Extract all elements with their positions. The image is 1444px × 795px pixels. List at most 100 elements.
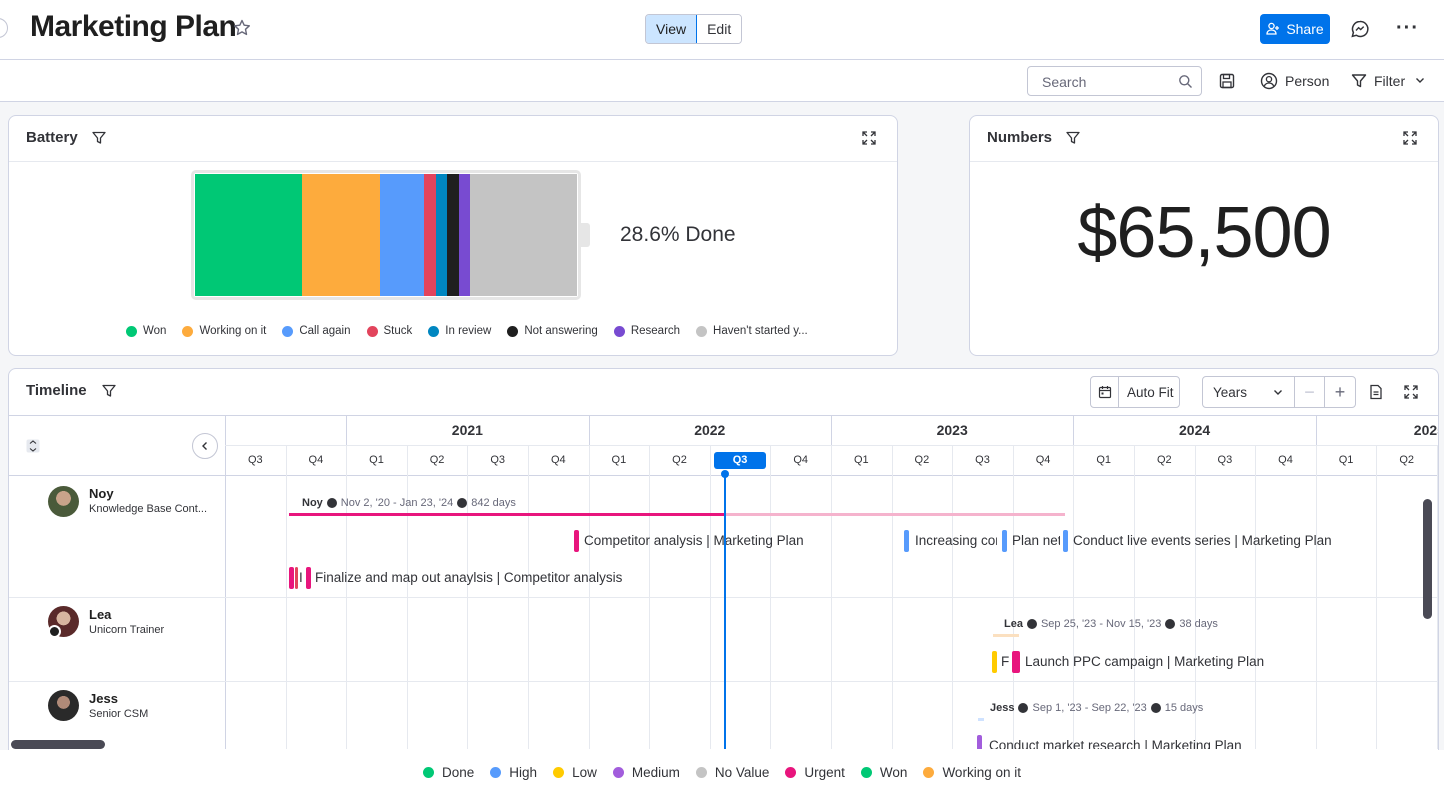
filter-icon[interactable] — [101, 383, 117, 399]
zoom-in-button[interactable]: + — [1334, 382, 1346, 402]
grid-border — [225, 415, 226, 749]
timeline-item[interactable]: Conduct live events series | Marketing P… — [1073, 533, 1332, 548]
legend-label: In review — [445, 325, 492, 337]
timeline-item-marker[interactable] — [306, 567, 311, 589]
quarter-cell: Q1 — [1096, 454, 1112, 466]
timeline-item-marker[interactable] — [977, 735, 982, 749]
quarter-cell: Q4 — [793, 454, 809, 466]
group-summary: Noy Nov 2, '20 - Jan 23, '24 842 days — [302, 497, 516, 509]
legend-label: Call again — [299, 325, 351, 337]
year-cell: 2025 — [1413, 422, 1438, 438]
legend-item: In review — [428, 325, 491, 337]
export-icon[interactable] — [1368, 384, 1384, 400]
filter-icon[interactable] — [91, 130, 107, 146]
today-marker — [721, 470, 729, 478]
current-quarter-badge: Q3 — [714, 452, 767, 469]
person-icon[interactable] — [1260, 72, 1278, 90]
legend-item: Working on it — [923, 765, 1021, 780]
year-cell: 2024 — [1179, 422, 1211, 438]
collapse-all-icon[interactable] — [26, 439, 40, 453]
search-input[interactable]: Search — [1027, 66, 1202, 96]
auto-fit-button[interactable]: Auto Fit — [1090, 376, 1180, 408]
legend-item: Working on it — [182, 325, 266, 337]
filter-icon[interactable] — [1350, 72, 1368, 90]
view-button[interactable]: View — [646, 15, 698, 43]
chevron-left-icon — [202, 442, 207, 450]
summary-days: 15 days — [1164, 702, 1204, 714]
filter-icon[interactable] — [1065, 130, 1081, 146]
legend-dot — [366, 325, 378, 337]
legend-item: High — [490, 765, 537, 780]
avatar[interactable] — [48, 486, 79, 517]
group-progress-bar — [993, 634, 1019, 637]
expand-icon[interactable] — [861, 130, 877, 146]
star-icon[interactable] — [232, 18, 252, 38]
timeline-item[interactable]: Increasing cor — [915, 533, 997, 548]
timeline-item-marker[interactable] — [295, 567, 298, 589]
quarter-cell: Q2 — [429, 454, 445, 466]
legend-label: Working on it — [942, 765, 1021, 780]
save-icon[interactable] — [1218, 72, 1236, 90]
person-role: Knowledge Base Cont... — [89, 503, 208, 515]
quarter-cell: Q1 — [611, 454, 627, 466]
timeline-item-marker[interactable] — [992, 651, 997, 673]
legend-dot — [490, 767, 502, 778]
group-summary: Lea Sep 25, '23 - Nov 15, '23 38 days — [1004, 618, 1218, 630]
row-divider — [9, 681, 1438, 682]
timeline-item-marker[interactable] — [904, 530, 909, 552]
dot-icon — [1165, 619, 1176, 629]
person-role: Senior CSM — [89, 708, 149, 720]
scale-select[interactable]: Years — [1203, 377, 1295, 407]
chevron-down-icon[interactable] — [1414, 74, 1426, 86]
share-button[interactable]: Share — [1260, 14, 1330, 44]
timeline-item-marker[interactable] — [289, 567, 294, 589]
timeline-item[interactable]: I — [299, 570, 303, 585]
quarter-cell: Q2 — [1399, 454, 1415, 466]
timeline-item-marker[interactable] — [1012, 651, 1020, 673]
view-edit-toggle: View Edit — [645, 14, 743, 44]
timeline-item[interactable]: F — [1001, 654, 1009, 669]
legend-dot — [860, 767, 872, 778]
timeline-widget: Timeline Auto Fit Years − + 2021 2022 2023… — [8, 368, 1439, 768]
numbers-widget: Numbers $65,500 — [969, 115, 1439, 356]
timeline-item-marker[interactable] — [1063, 530, 1068, 552]
scroll-back-button[interactable] — [192, 433, 218, 459]
timeline-item-marker[interactable] — [574, 530, 579, 552]
chat-icon[interactable] — [1350, 19, 1370, 39]
quarter-cell: Q4 — [308, 454, 324, 466]
quarter-cell: Q4 — [550, 454, 566, 466]
battery-segment — [380, 174, 425, 296]
person-filter-button[interactable]: Person — [1285, 73, 1330, 89]
more-options-icon[interactable]: ··· — [1396, 17, 1419, 39]
legend-dot — [923, 767, 935, 778]
timeline-item[interactable]: Launch PPC campaign | Marketing Plan — [1025, 654, 1265, 669]
chevron-down-icon — [1274, 390, 1282, 395]
year-gridline — [1315, 415, 1317, 445]
avatar[interactable] — [48, 690, 79, 721]
summary-days: 842 days — [471, 497, 516, 509]
timeline-item[interactable]: Finalize and map out anaylsis | Competit… — [315, 570, 623, 585]
horizontal-scrollbar[interactable] — [11, 740, 105, 749]
timeline-item[interactable]: Conduct market research | Marketing Plan — [989, 738, 1242, 749]
board-toolbar: Search Person Filter — [0, 60, 1444, 102]
timeline-item-marker[interactable] — [1002, 530, 1007, 552]
expand-icon[interactable] — [1403, 384, 1419, 400]
legend-item: Haven't started y... — [696, 325, 808, 337]
vertical-scrollbar[interactable] — [1423, 499, 1432, 619]
battery-segment — [447, 174, 459, 296]
collapse-panel-handle[interactable] — [0, 18, 8, 38]
legend-item: Urgent — [785, 765, 845, 780]
zoom-out-button[interactable]: − — [1295, 377, 1325, 407]
timeline-item[interactable]: Competitor analysis | Marketing Plan — [584, 533, 804, 548]
timeline-item[interactable]: Plan net — [1012, 533, 1060, 548]
summary-name: Jess — [990, 702, 1015, 714]
board-header: Marketing Plan View Edit Share ··· — [0, 0, 1444, 60]
legend-label: High — [509, 765, 538, 780]
legend-label: Not answering — [524, 325, 598, 337]
expand-icon[interactable] — [1402, 130, 1418, 146]
filter-button[interactable]: Filter — [1374, 73, 1406, 89]
summary-range: Sep 1, '23 - Sep 22, '23 — [1032, 702, 1147, 714]
board-title[interactable]: Marketing Plan — [30, 10, 237, 43]
edit-button[interactable]: Edit — [697, 15, 742, 43]
group-summary: Jess Sep 1, '23 - Sep 22, '23 15 days — [990, 702, 1203, 714]
